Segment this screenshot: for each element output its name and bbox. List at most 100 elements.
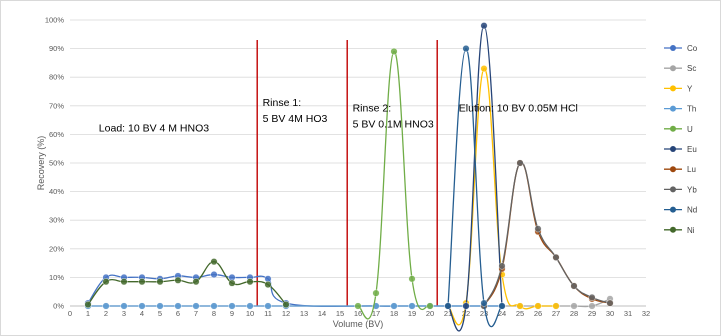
phase-dividers [256, 40, 438, 306]
x-tick-label: 26 [534, 309, 542, 318]
data-point [534, 302, 542, 310]
y-tick-label: 70% [49, 101, 64, 110]
x-tick-label: 2 [104, 309, 108, 318]
legend-marker [670, 186, 676, 193]
annotation-line: Rinse 1: [263, 97, 302, 109]
x-tick-label: 12 [282, 309, 290, 318]
legend-entry-u: U [664, 125, 693, 134]
legend-label: Y [687, 84, 693, 93]
x-tick-label: 8 [212, 309, 216, 318]
data-point [390, 302, 398, 310]
x-tick-label: 20 [426, 309, 434, 318]
annotation-line: Elution: 10 BV 0.05M HCl [459, 103, 578, 115]
series-layer [84, 22, 614, 332]
series-line [483, 161, 611, 307]
data-point [570, 282, 578, 290]
legend-marker [670, 166, 676, 173]
legend-entry-ni: Ni [664, 226, 695, 235]
x-tick-label: 18 [390, 309, 398, 318]
legend-label: Co [687, 44, 698, 53]
y-tick-label: 90% [49, 44, 64, 53]
x-tick-label: 31 [624, 309, 632, 318]
x-tick-label: 22 [462, 309, 470, 318]
grid-lines [70, 19, 646, 278]
data-point [498, 262, 506, 270]
series-nd [444, 45, 506, 328]
data-point [588, 293, 596, 301]
series-u [354, 47, 434, 320]
data-point [210, 271, 218, 279]
legend-marker [670, 45, 676, 51]
legend-entry-yb: Yb [664, 185, 697, 194]
annotation-line: Rinse 2: [353, 103, 392, 115]
legend-label: U [687, 125, 693, 134]
data-point [516, 302, 524, 310]
x-tick-label: 11 [264, 309, 272, 318]
phase-annotation: Rinse 1: 5 BV 4M HO3 [263, 97, 328, 125]
legend-entry-lu: Lu [664, 165, 696, 174]
x-tick-label: 25 [516, 309, 524, 318]
data-point [102, 278, 110, 286]
data-point [228, 279, 236, 287]
data-point [372, 289, 380, 297]
data-point [192, 278, 200, 286]
data-point [264, 302, 272, 310]
data-point [408, 275, 416, 283]
x-tick-label: 27 [552, 309, 560, 318]
legend-label: Eu [687, 145, 697, 154]
y-tick-label: 30% [49, 216, 64, 225]
data-point [246, 278, 254, 286]
series-line [447, 47, 503, 328]
data-point [390, 47, 398, 55]
data-point [354, 302, 362, 310]
legend-label: Ni [687, 226, 695, 235]
y-tick-label: 0% [53, 302, 64, 311]
data-point [174, 276, 182, 284]
data-point [552, 302, 560, 310]
x-tick-label: 6 [176, 309, 180, 318]
data-point [120, 278, 128, 286]
series-line [447, 25, 503, 332]
data-point [120, 302, 128, 310]
data-point [588, 302, 596, 310]
x-tick-label: 1 [86, 309, 90, 318]
data-point [192, 302, 200, 310]
y-tick-label: 100% [45, 16, 65, 25]
x-tick-label: 17 [372, 309, 380, 318]
legend-marker [670, 226, 676, 233]
legend-entry-eu: Eu [664, 145, 697, 154]
x-tick-label: 14 [318, 309, 326, 318]
x-tick-label: 24 [498, 309, 506, 318]
data-point [102, 302, 110, 310]
data-point [480, 299, 488, 307]
data-point [156, 302, 164, 310]
x-tick-label: 13 [300, 309, 308, 318]
legend-label: Nd [687, 206, 697, 215]
legend-marker [670, 125, 676, 132]
data-point [498, 302, 506, 310]
x-tick-label: 9 [230, 309, 234, 318]
series-ni [84, 258, 290, 309]
legend-label: Th [687, 105, 696, 114]
phase-annotation: Elution: 10 BV 0.05M HCl [459, 103, 578, 115]
data-point [606, 299, 614, 307]
annotation-line: 5 BV 4M HO3 [263, 113, 328, 125]
legend-entry-nd: Nd [664, 206, 697, 215]
x-axis-title: Volume (BV) [333, 319, 384, 329]
x-tick-label: 32 [642, 309, 650, 318]
data-point [462, 45, 470, 53]
y-tick-label: 60% [49, 130, 64, 139]
x-tick-label: 10 [246, 309, 254, 318]
y-tick-label: 50% [49, 159, 64, 168]
data-point [408, 302, 416, 310]
y-tick-label: 80% [49, 73, 64, 82]
data-point [210, 258, 218, 266]
data-point [138, 302, 146, 310]
legend-entry-th: Th [664, 105, 696, 114]
legend-marker [670, 85, 676, 92]
y-tick-label: 40% [49, 187, 64, 196]
y-axis-title: Recovery (%) [36, 136, 46, 191]
